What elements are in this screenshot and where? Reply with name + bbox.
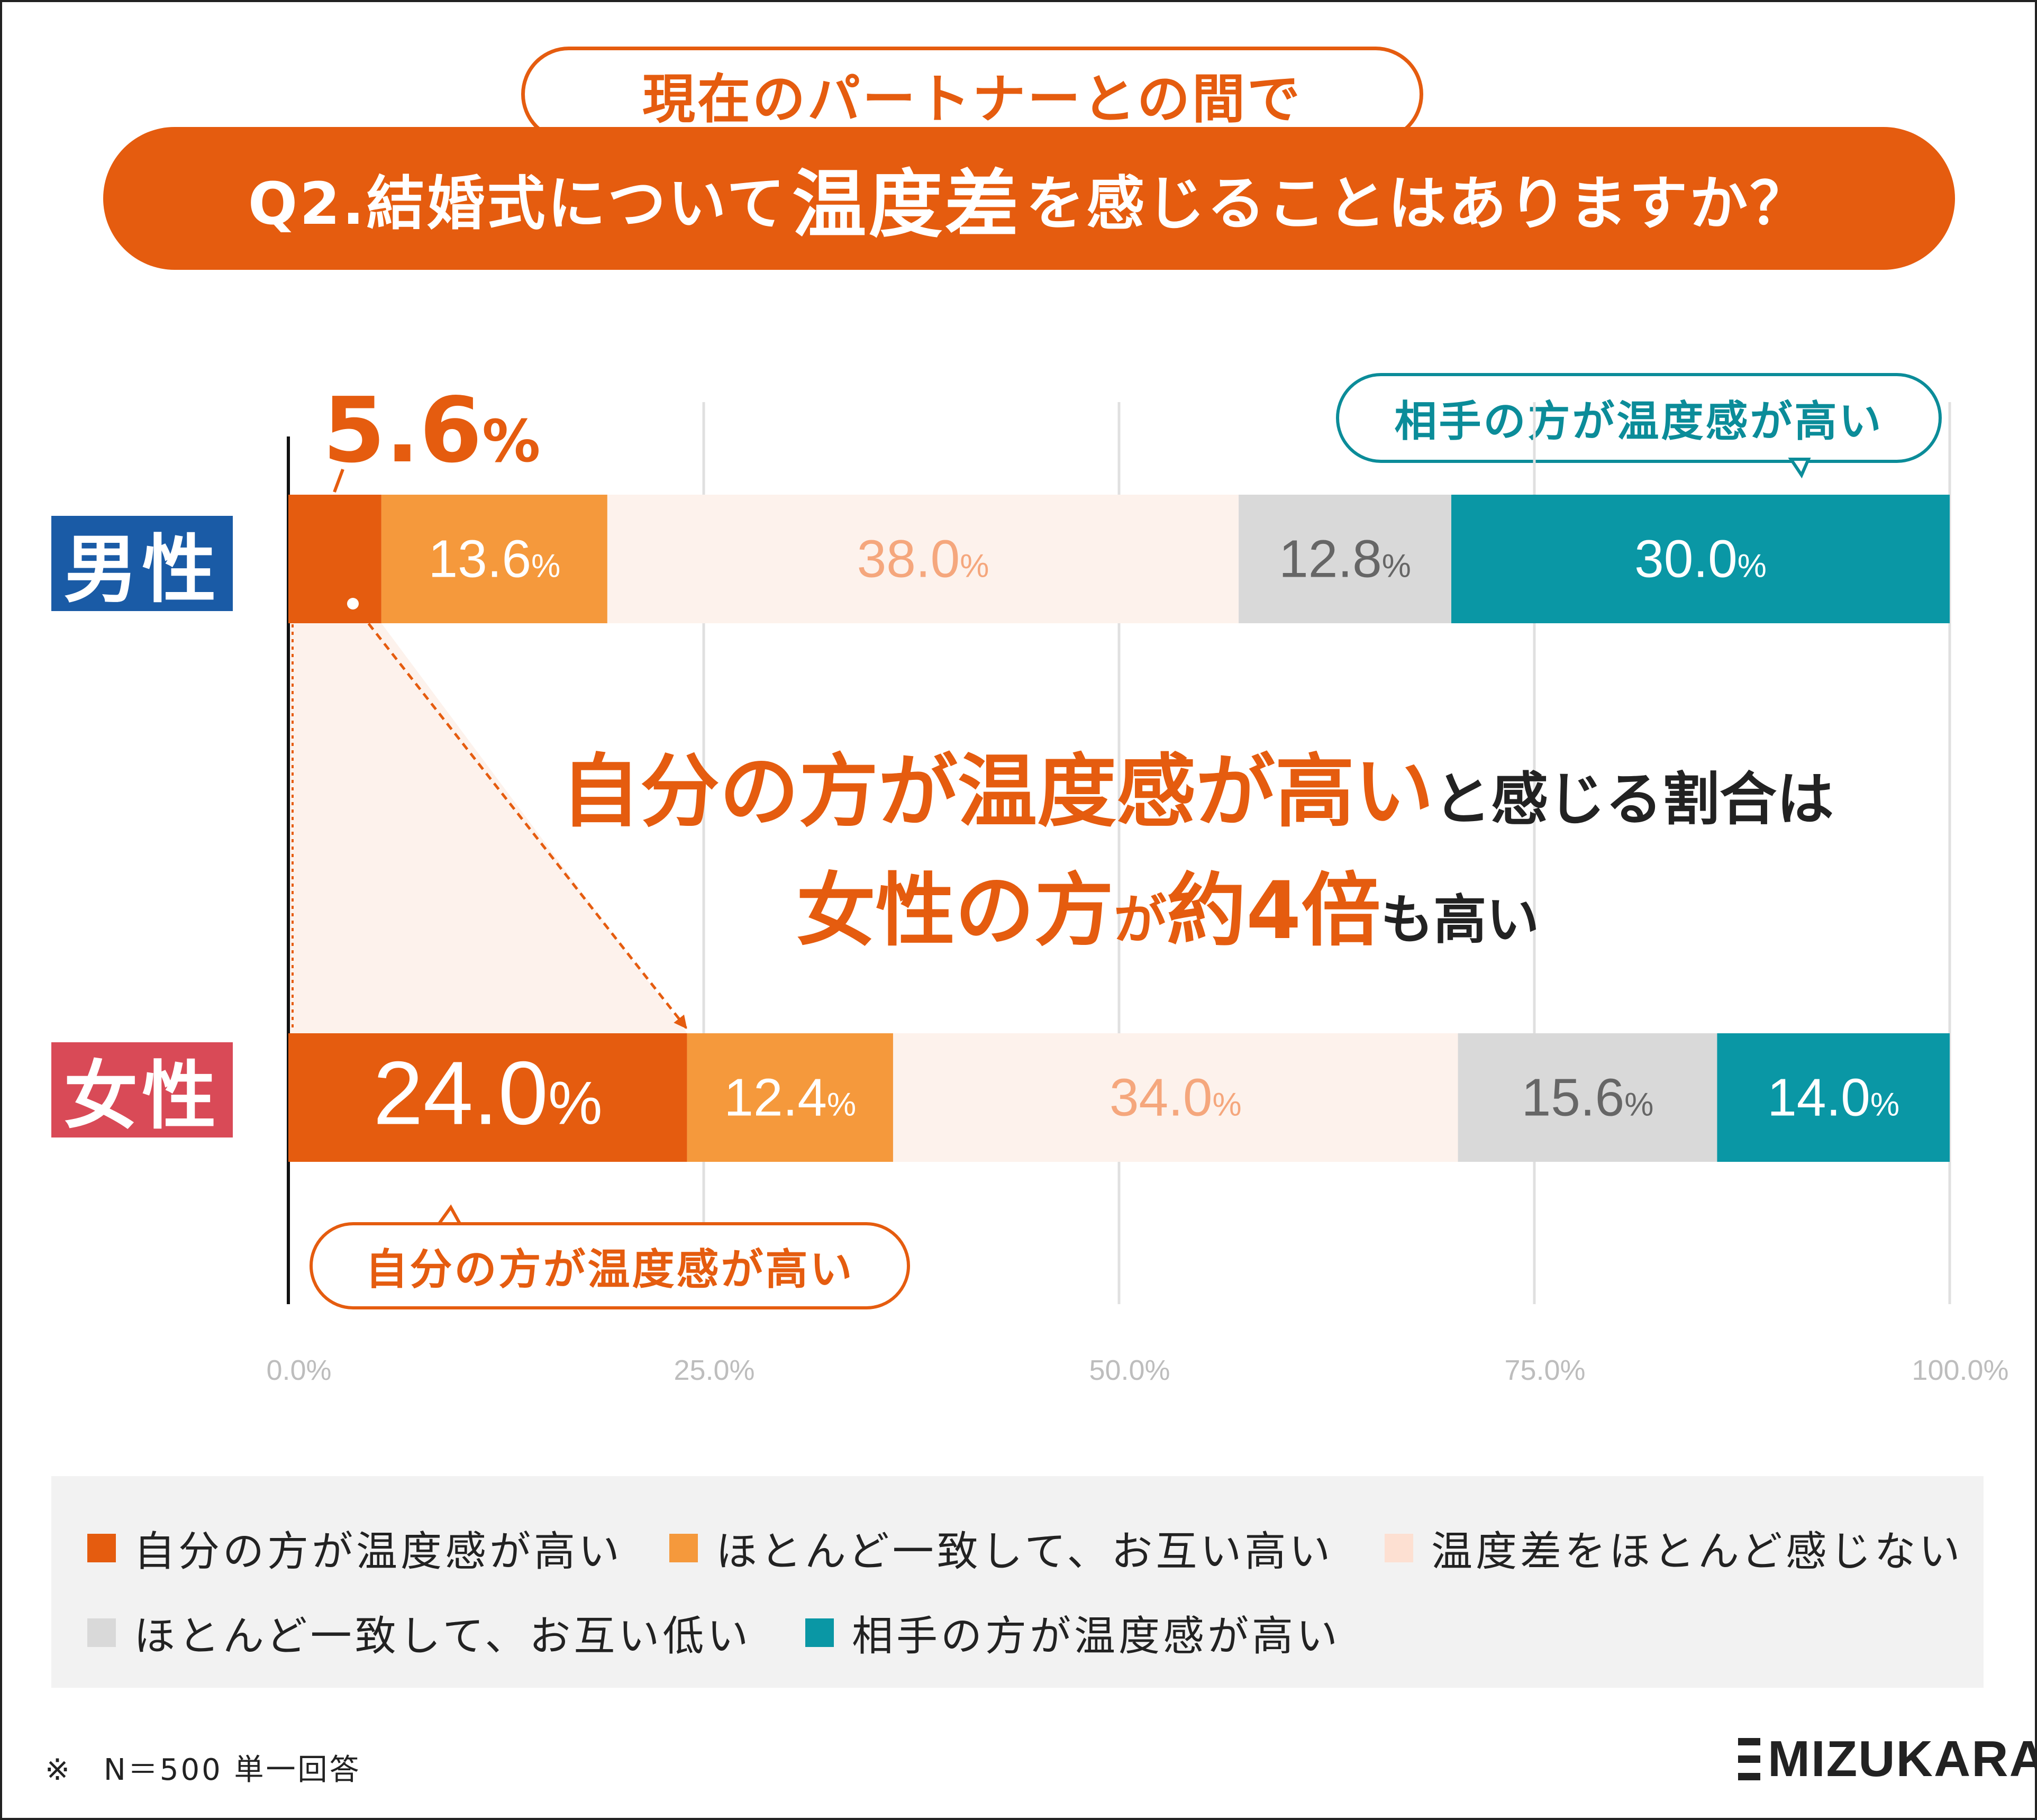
- legend: 自分の方が温度感が高い ほとんど一致して、お互い高い 温度差をほとんど感じない …: [51, 1476, 1984, 1688]
- bar-segment: [381, 495, 607, 623]
- mizukara-logo: MIZUKARA: [1738, 1730, 2037, 1788]
- subtitle-text: 現在のパートナーとの間で: [642, 68, 1302, 130]
- logo-mark: [1738, 1738, 1760, 1780]
- callout-tail: [1788, 458, 1811, 479]
- legend-swatch: [87, 1618, 116, 1647]
- self-higher-callout: 自分の方が温度感が高い: [310, 1222, 910, 1309]
- logo-text: MIZUKARA: [1768, 1731, 2037, 1787]
- bar-segment: [607, 495, 1239, 623]
- legend-item-both-low: ほとんど一致して、お互い低い: [87, 1603, 751, 1662]
- bar-segment: [288, 1033, 687, 1162]
- data-label: 38.0%: [857, 530, 989, 589]
- male-self-higher-unit: %: [482, 407, 541, 475]
- question-suffix: を感じることはありますか？: [1026, 170, 1811, 238]
- comparison-arrow: [352, 603, 687, 1029]
- data-label: 34.0%: [1110, 1068, 1242, 1127]
- data-label: 24.0%: [373, 1043, 602, 1144]
- headline-rest-2: も高い: [1380, 889, 1540, 951]
- question-banner: Q2.結婚式について 温度差 を感じることはありますか？: [103, 127, 1955, 270]
- x-tick-label: 100.0%: [1912, 1354, 2008, 1386]
- bar-segment: [687, 1033, 893, 1162]
- male-label: 男性: [51, 516, 233, 613]
- x-tick-label: 25.0%: [674, 1354, 754, 1386]
- x-tick-label: 75.0%: [1504, 1354, 1585, 1386]
- legend-item-partner-higher: 相手の方が温度感が高い: [805, 1603, 1341, 1662]
- partner-higher-callout-text: 相手の方が温度感が高い: [1394, 397, 1884, 446]
- headline-line-1: 自分の方が温度感が高いと感じる割合は: [561, 727, 1834, 842]
- bar-segment: [1717, 1033, 1950, 1162]
- legend-swatch: [87, 1534, 116, 1562]
- legend-label: ほとんど一致して、お互い高い: [716, 1528, 1334, 1576]
- bar-segment: [1451, 495, 1950, 623]
- headline-line-2: 女性の方が約4倍も高い: [796, 847, 1539, 961]
- female-label: 女性: [51, 1042, 233, 1140]
- female-label-text: 女性: [63, 1053, 221, 1140]
- bar-segment: [288, 495, 381, 623]
- legend-swatch: [669, 1534, 698, 1562]
- legend-label: ほとんど一致して、お互い低い: [134, 1613, 752, 1660]
- self-higher-callout-text: 自分の方が温度感が高い: [365, 1244, 854, 1294]
- legend-label: 自分の方が温度感が高い: [134, 1528, 623, 1576]
- comparison-wedge: [288, 623, 687, 1033]
- legend-item-no-difference: 温度差をほとんど感じない: [1385, 1518, 1963, 1578]
- data-label: 30.0%: [1634, 530, 1767, 589]
- headline-emphasis-2a: 女性の方: [796, 865, 1114, 957]
- data-label: 15.6%: [1522, 1068, 1654, 1127]
- headline-particle: が: [1114, 889, 1167, 951]
- x-tick-label: 50.0%: [1089, 1354, 1170, 1386]
- legend-swatch: [805, 1618, 834, 1647]
- label-leader-line: [333, 468, 344, 493]
- data-label: 12.4%: [724, 1068, 856, 1127]
- headline-emphasis-1: 自分の方が温度感が高い: [561, 746, 1434, 838]
- legend-item-both-high: ほとんど一致して、お互い高い: [669, 1518, 1333, 1578]
- bar-segment: [1239, 495, 1451, 623]
- data-label: 13.6%: [428, 530, 560, 589]
- male-label-text: 男性: [63, 527, 221, 613]
- headline-emphasis-2b: 約4倍: [1167, 865, 1381, 957]
- legend-label: 温度差をほとんど感じない: [1431, 1528, 1963, 1576]
- legend-item-self-higher: 自分の方が温度感が高い: [87, 1518, 623, 1578]
- bar-segment: [1458, 1033, 1717, 1162]
- headline-rest-1: と感じる割合は: [1434, 767, 1834, 833]
- male-self-higher-number: 5.6: [323, 378, 483, 483]
- question-emphasis: 温度差: [792, 162, 1021, 248]
- data-label: 12.8%: [1279, 530, 1411, 589]
- male-self-higher-value: 5.6%: [323, 378, 540, 483]
- arrow-start-dot: [347, 598, 359, 609]
- data-label: 14.0%: [1767, 1068, 1899, 1127]
- x-tick-label: 0.0%: [266, 1354, 331, 1386]
- bar-segment: [893, 1033, 1458, 1162]
- legend-swatch: [1385, 1534, 1413, 1562]
- question-prefix: Q2.結婚式について: [248, 170, 787, 238]
- sample-note: ※ N＝500 単一回答: [45, 1753, 361, 1787]
- legend-label: 相手の方が温度感が高い: [852, 1613, 1341, 1660]
- partner-higher-callout: 相手の方が温度感が高い: [1336, 373, 1942, 463]
